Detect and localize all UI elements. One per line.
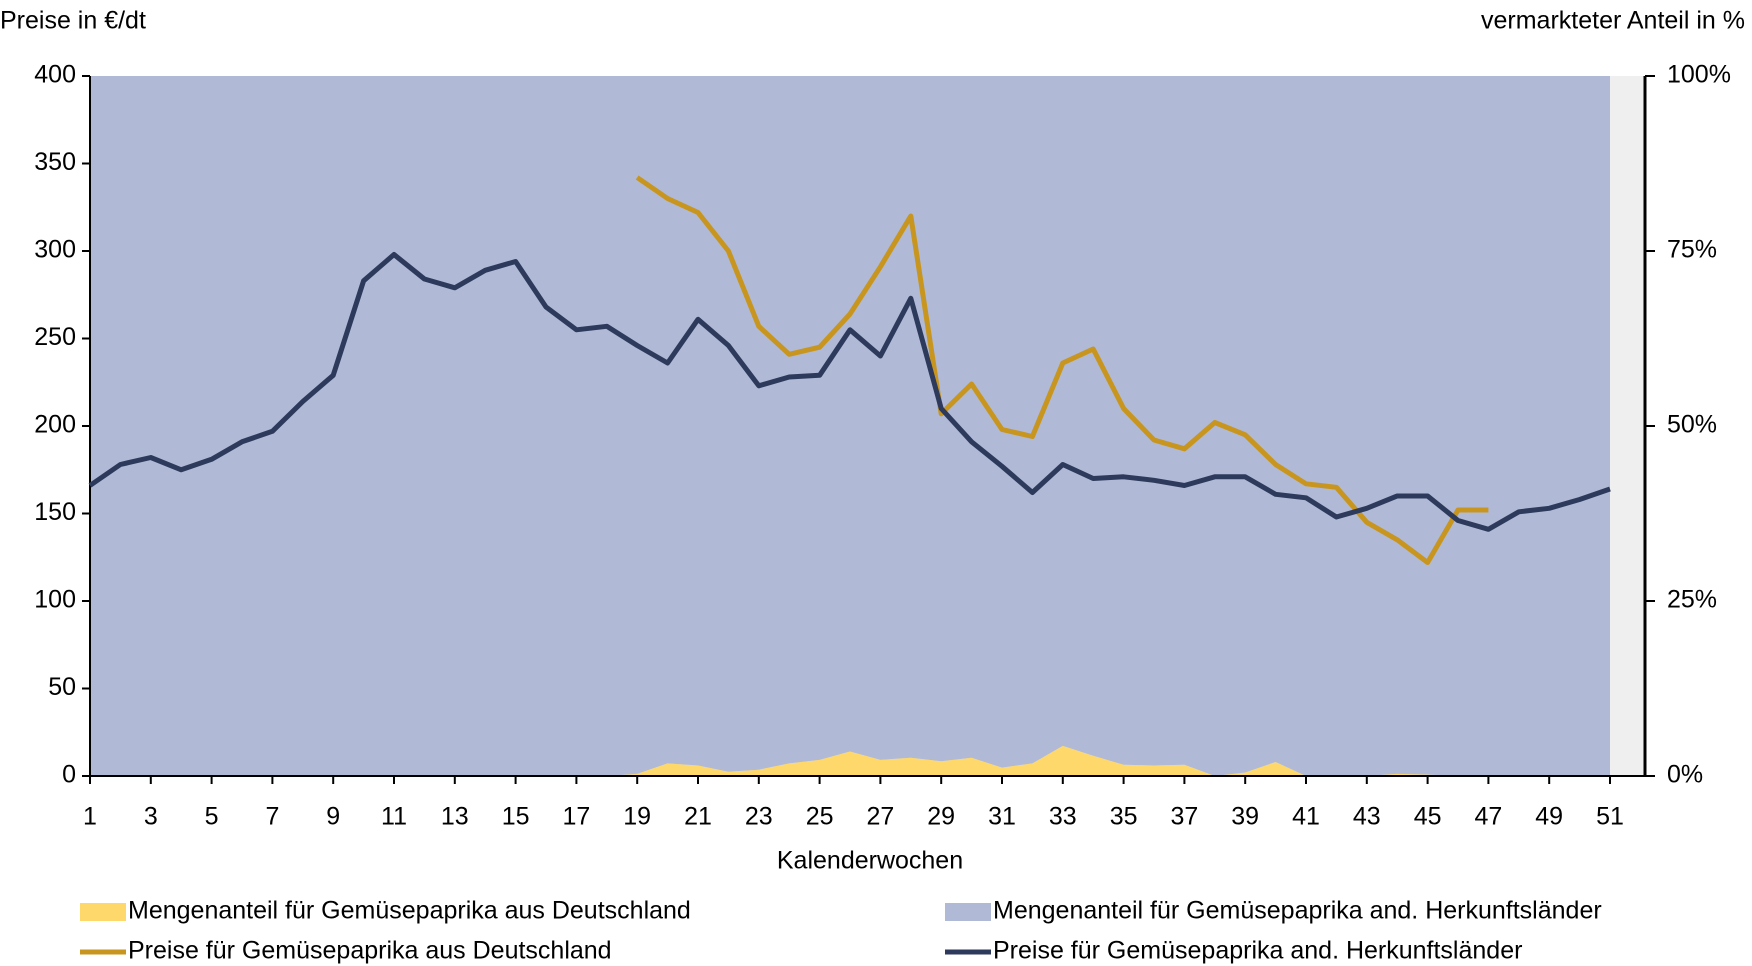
x-tick-label: 13 <box>441 803 469 831</box>
y-tick-label: 150 <box>34 498 76 526</box>
y2-tick-label: 100% <box>1667 61 1731 89</box>
y-axis-label: Preise in €/dt <box>0 7 146 35</box>
legend-label: Preise für Gemüsepaprika and. Herkunftsl… <box>993 937 1522 965</box>
legend-swatch <box>80 903 126 921</box>
y-tick-label: 300 <box>34 236 76 264</box>
x-tick-label: 35 <box>1110 803 1138 831</box>
legend-swatch <box>945 903 991 921</box>
x-tick-label: 19 <box>623 803 651 831</box>
x-tick-label: 45 <box>1414 803 1442 831</box>
legend-label: Preise für Gemüsepaprika aus Deutschland <box>128 937 612 965</box>
y-tick-label: 100 <box>34 586 76 614</box>
x-tick-label: 21 <box>684 803 712 831</box>
legend-label: Mengenanteil für Gemüsepaprika and. Herk… <box>993 897 1602 925</box>
x-tick-label: 31 <box>988 803 1016 831</box>
x-tick-label: 43 <box>1353 803 1381 831</box>
x-tick-label: 9 <box>326 803 340 831</box>
x-tick-label: 47 <box>1474 803 1502 831</box>
line <box>88 252 1611 532</box>
x-tick-label: 51 <box>1596 803 1624 831</box>
legend-label: Mengenanteil für Gemüsepaprika aus Deuts… <box>128 897 691 925</box>
x-tick-label: 49 <box>1535 803 1563 831</box>
y2-tick-label: 75% <box>1667 236 1717 264</box>
y-tick-label: 400 <box>34 61 76 89</box>
y2-tick-label: 50% <box>1667 411 1717 439</box>
x-axis-label: Kalenderwochen <box>777 847 963 875</box>
y-tick-label: 250 <box>34 323 76 351</box>
x-tick-label: 17 <box>562 803 590 831</box>
area <box>90 745 1610 776</box>
area <box>90 76 1610 776</box>
x-tick-label: 37 <box>1170 803 1198 831</box>
x-tick-label: 23 <box>745 803 773 831</box>
x-tick-label: 1 <box>83 803 97 831</box>
y2-tick-label: 25% <box>1667 586 1717 614</box>
x-tick-label: 5 <box>205 803 219 831</box>
y2-tick-label: 0% <box>1667 761 1703 789</box>
x-tick-label: 41 <box>1292 803 1320 831</box>
y-tick-label: 0 <box>62 761 76 789</box>
line <box>635 175 1489 565</box>
x-tick-label: 11 <box>381 803 407 831</box>
x-tick-label: 3 <box>144 803 158 831</box>
y-tick-label: 200 <box>34 411 76 439</box>
x-tick-label: 25 <box>806 803 834 831</box>
x-tick-label: 7 <box>265 803 279 831</box>
x-tick-label: 15 <box>502 803 530 831</box>
x-tick-label: 33 <box>1049 803 1077 831</box>
y2-axis-label: vermarkteter Anteil in % <box>1481 7 1745 35</box>
x-tick-label: 29 <box>927 803 955 831</box>
x-tick-label: 39 <box>1231 803 1259 831</box>
x-tick-label: 27 <box>866 803 894 831</box>
y-tick-label: 350 <box>34 148 76 176</box>
y-tick-label: 50 <box>48 673 76 701</box>
